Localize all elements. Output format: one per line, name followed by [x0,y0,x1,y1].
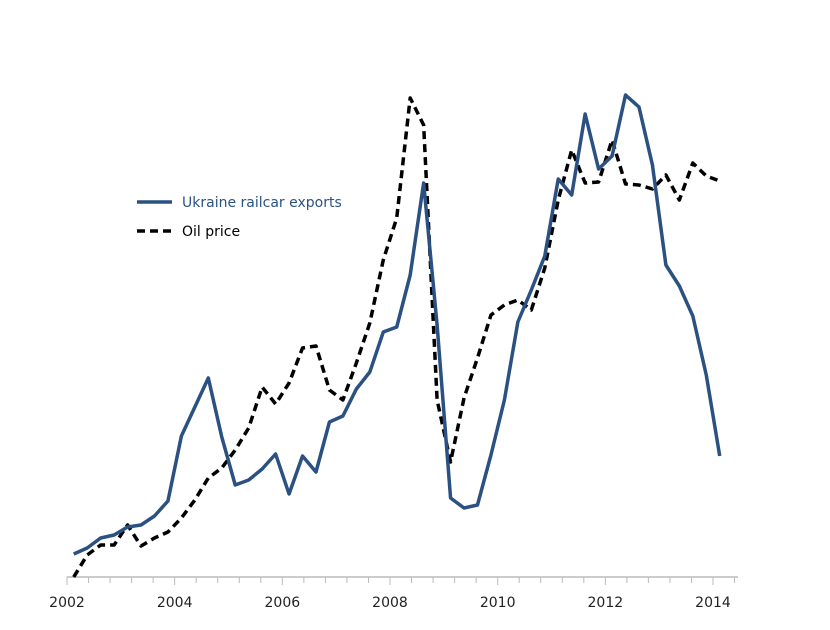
legend: Ukraine railcar exports Oil price [137,195,342,240]
x-tick-label: 2010 [480,595,516,611]
x-axis-ticks [66,577,736,585]
x-tick-label: 2014 [695,595,731,611]
legend-label-oil: Oil price [182,224,240,240]
series-line-oil-price [72,96,721,578]
x-tick-label: 2008 [372,595,408,611]
x-tick-label: 2012 [588,595,624,611]
series-lines [72,93,722,578]
series-line-ukraine-railcar-exports [73,93,722,556]
x-tick-label: 2004 [157,595,193,611]
x-tick-label: 2006 [265,595,301,611]
x-axis-tick-labels: 2002 2004 2006 2008 2010 2012 2014 [49,595,731,611]
legend-label-railcar: Ukraine railcar exports [182,195,342,211]
x-tick-label: 2002 [49,595,85,611]
